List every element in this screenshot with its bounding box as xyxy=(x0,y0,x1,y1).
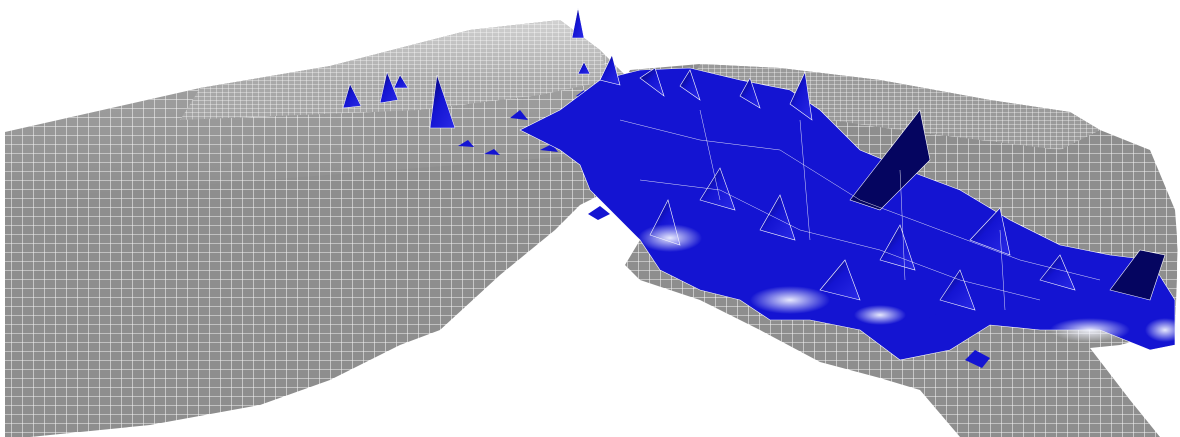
scattered-blobs xyxy=(588,166,990,368)
isolated-spikes xyxy=(342,7,591,155)
mesh-floor-right-far xyxy=(680,64,1100,150)
floor-haze xyxy=(5,20,650,200)
spike-ridge xyxy=(519,54,1180,361)
